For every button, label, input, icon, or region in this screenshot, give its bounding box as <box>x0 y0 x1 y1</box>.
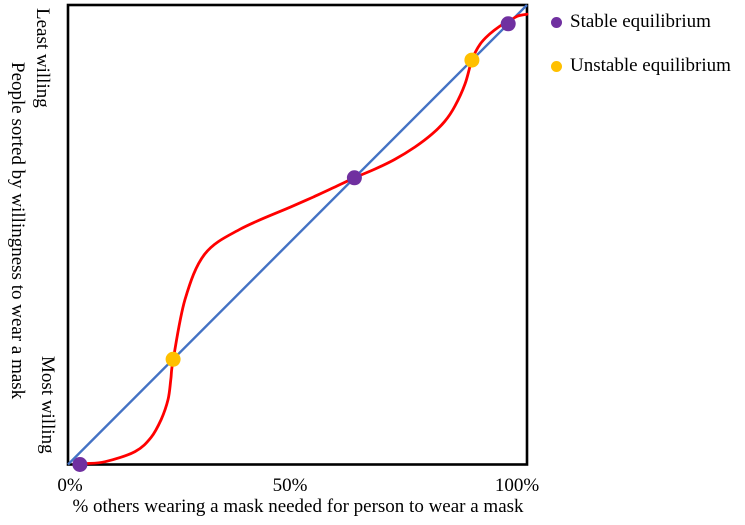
y-axis-label-least-willing: Least willing <box>32 8 53 108</box>
unstable-equilibrium-marker-icon <box>551 60 562 72</box>
stable-equilibrium-point <box>500 16 516 32</box>
legend-item-stable: Stable equilibrium <box>551 10 731 34</box>
diagonal-line <box>67 4 528 466</box>
legend-item-unstable: Unstable equilibrium <box>551 54 731 78</box>
x-tick-label-50: 50% <box>272 475 308 496</box>
y-axis-label-most-willing: Most willing <box>37 356 58 454</box>
unstable-equilibrium-point <box>165 351 181 367</box>
x-axis-title: % others wearing a mask needed for perso… <box>72 496 524 517</box>
stable-equilibrium-marker-icon <box>551 16 562 28</box>
unstable-equilibrium-point <box>464 52 480 68</box>
legend-label-stable: Stable equilibrium <box>570 11 711 32</box>
x-tick-label-100: 100% <box>494 475 540 496</box>
x-tick-label-0: 0% <box>57 475 83 496</box>
legend: Stable equilibrium Unstable equilibrium <box>551 10 731 78</box>
stable-equilibrium-point <box>346 170 362 186</box>
stable-equilibrium-point <box>72 457 88 472</box>
plot-border <box>66 3 529 466</box>
legend-label-unstable: Unstable equilibrium <box>570 55 731 76</box>
y-axis-title: People sorted by willingness to wear a m… <box>7 62 28 400</box>
s-curve <box>78 12 529 466</box>
